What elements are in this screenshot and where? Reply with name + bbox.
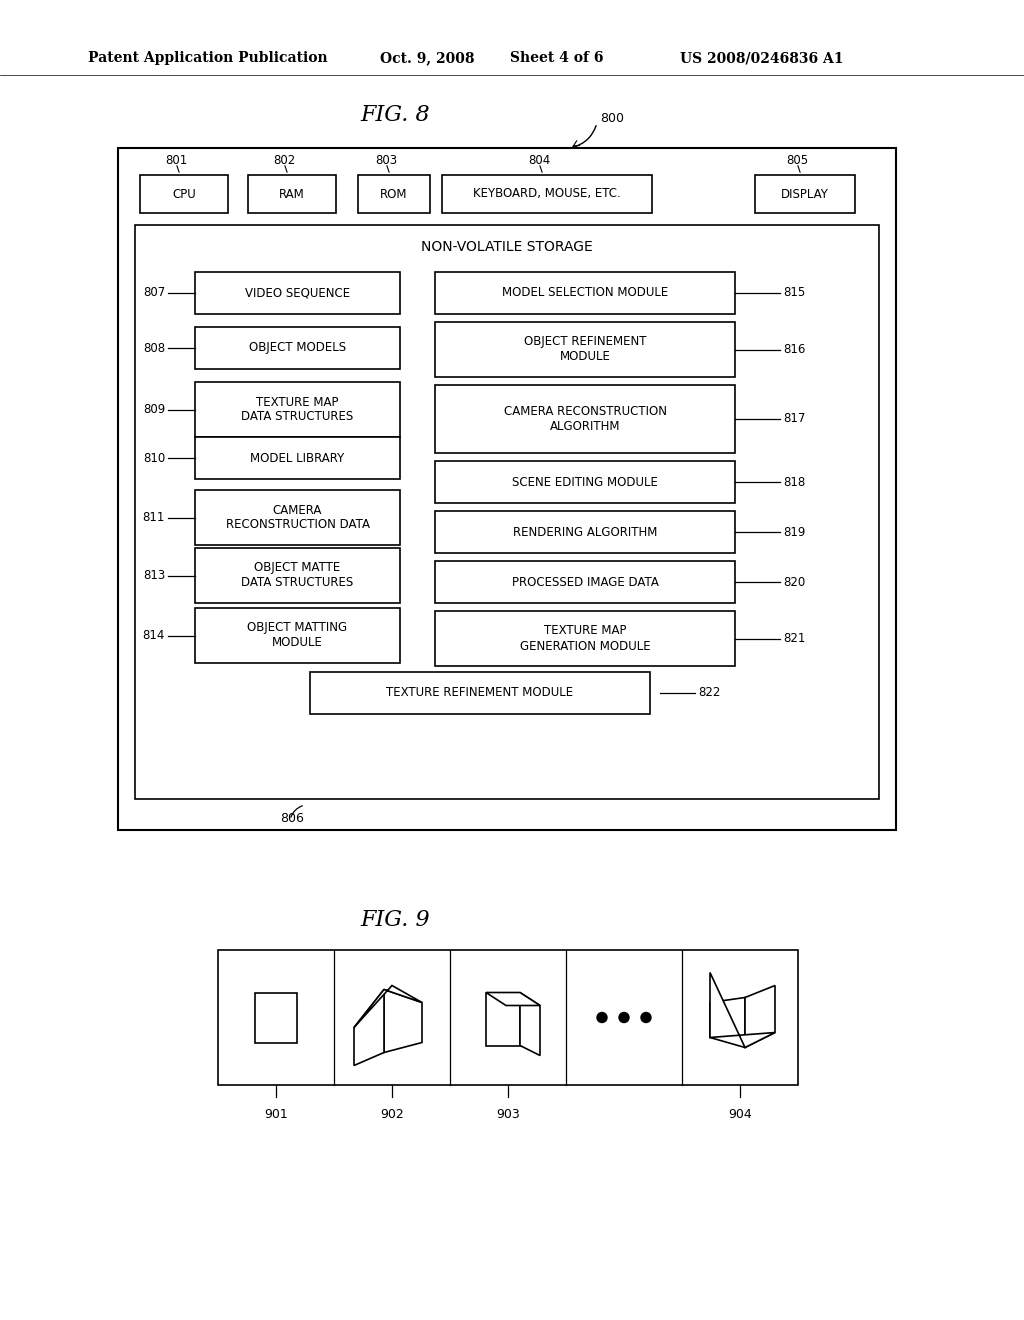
Text: MODEL LIBRARY: MODEL LIBRARY (251, 451, 345, 465)
Text: 813: 813 (142, 569, 165, 582)
Bar (195, 548, 400, 603)
Bar (435, 385, 735, 453)
Bar (195, 272, 400, 314)
Bar (435, 561, 735, 603)
Text: 803: 803 (375, 153, 397, 166)
Bar (140, 176, 228, 213)
Text: CPU: CPU (172, 187, 196, 201)
Text: 807: 807 (142, 286, 165, 300)
Text: FIG. 8: FIG. 8 (360, 104, 430, 125)
Circle shape (618, 1012, 629, 1023)
Text: VIDEO SEQUENCE: VIDEO SEQUENCE (245, 286, 350, 300)
Text: RENDERING ALGORITHM: RENDERING ALGORITHM (513, 525, 657, 539)
Text: 821: 821 (783, 632, 805, 645)
Text: 815: 815 (783, 286, 805, 300)
Text: 806: 806 (280, 812, 304, 825)
Text: PROCESSED IMAGE DATA: PROCESSED IMAGE DATA (512, 576, 658, 589)
Bar (435, 322, 735, 378)
Text: TEXTURE MAP
DATA STRUCTURES: TEXTURE MAP DATA STRUCTURES (242, 396, 353, 424)
Text: 804: 804 (528, 153, 550, 166)
Polygon shape (745, 986, 775, 1048)
Text: 805: 805 (786, 153, 808, 166)
Text: 814: 814 (142, 630, 165, 642)
Bar (195, 609, 400, 663)
Polygon shape (710, 973, 775, 1048)
Text: 818: 818 (783, 475, 805, 488)
Polygon shape (486, 993, 520, 1045)
Bar (195, 327, 400, 370)
Bar (442, 176, 652, 213)
Text: 903: 903 (496, 1109, 520, 1122)
Bar (435, 272, 735, 314)
Text: 817: 817 (783, 412, 805, 425)
Bar (435, 611, 735, 667)
Bar (435, 511, 735, 553)
Polygon shape (354, 986, 422, 1027)
Circle shape (597, 1012, 607, 1023)
Text: CAMERA
RECONSTRUCTION DATA: CAMERA RECONSTRUCTION DATA (225, 503, 370, 532)
Text: 902: 902 (380, 1109, 403, 1122)
Text: TEXTURE REFINEMENT MODULE: TEXTURE REFINEMENT MODULE (386, 686, 573, 700)
Text: ROM: ROM (380, 187, 408, 201)
Text: NON-VOLATILE STORAGE: NON-VOLATILE STORAGE (421, 240, 593, 253)
Text: Sheet 4 of 6: Sheet 4 of 6 (510, 51, 603, 65)
Polygon shape (710, 998, 745, 1048)
Bar (118, 148, 896, 830)
Text: OBJECT MATTING
MODULE: OBJECT MATTING MODULE (248, 622, 347, 649)
Bar (135, 224, 879, 799)
Bar (195, 437, 400, 479)
Bar (248, 176, 336, 213)
Text: 819: 819 (783, 525, 805, 539)
Bar (255, 993, 297, 1043)
Polygon shape (486, 993, 540, 1006)
Bar (755, 176, 855, 213)
Text: 808: 808 (143, 342, 165, 355)
Bar (218, 950, 798, 1085)
Text: 822: 822 (698, 686, 720, 700)
Text: MODEL SELECTION MODULE: MODEL SELECTION MODULE (502, 286, 668, 300)
Text: 901: 901 (264, 1109, 288, 1122)
Text: 801: 801 (165, 153, 187, 166)
Polygon shape (520, 993, 540, 1056)
Text: 904: 904 (728, 1109, 752, 1122)
Text: Oct. 9, 2008: Oct. 9, 2008 (380, 51, 474, 65)
Polygon shape (384, 990, 422, 1052)
Bar (195, 381, 400, 437)
Text: TEXTURE MAP
GENERATION MODULE: TEXTURE MAP GENERATION MODULE (520, 624, 650, 652)
Text: OBJECT MATTE
DATA STRUCTURES: OBJECT MATTE DATA STRUCTURES (242, 561, 353, 590)
Text: 816: 816 (783, 343, 805, 356)
Text: US 2008/0246836 A1: US 2008/0246836 A1 (680, 51, 844, 65)
Text: OBJECT REFINEMENT
MODULE: OBJECT REFINEMENT MODULE (523, 335, 646, 363)
Text: DISPLAY: DISPLAY (781, 187, 829, 201)
Text: CAMERA RECONSTRUCTION
ALGORITHM: CAMERA RECONSTRUCTION ALGORITHM (504, 405, 667, 433)
Text: 810: 810 (142, 451, 165, 465)
Text: 809: 809 (142, 403, 165, 416)
Circle shape (641, 1012, 651, 1023)
Text: 820: 820 (783, 576, 805, 589)
Bar (195, 490, 400, 545)
Bar (358, 176, 430, 213)
Text: OBJECT MODELS: OBJECT MODELS (249, 342, 346, 355)
Text: KEYBOARD, MOUSE, ETC.: KEYBOARD, MOUSE, ETC. (473, 187, 621, 201)
Text: 802: 802 (272, 153, 295, 166)
Text: FIG. 9: FIG. 9 (360, 909, 430, 931)
Bar (435, 461, 735, 503)
Text: RAM: RAM (280, 187, 305, 201)
Bar (310, 672, 650, 714)
Text: Patent Application Publication: Patent Application Publication (88, 51, 328, 65)
Text: 800: 800 (600, 111, 624, 124)
Text: SCENE EDITING MODULE: SCENE EDITING MODULE (512, 475, 658, 488)
Text: 811: 811 (142, 511, 165, 524)
Polygon shape (354, 990, 384, 1065)
